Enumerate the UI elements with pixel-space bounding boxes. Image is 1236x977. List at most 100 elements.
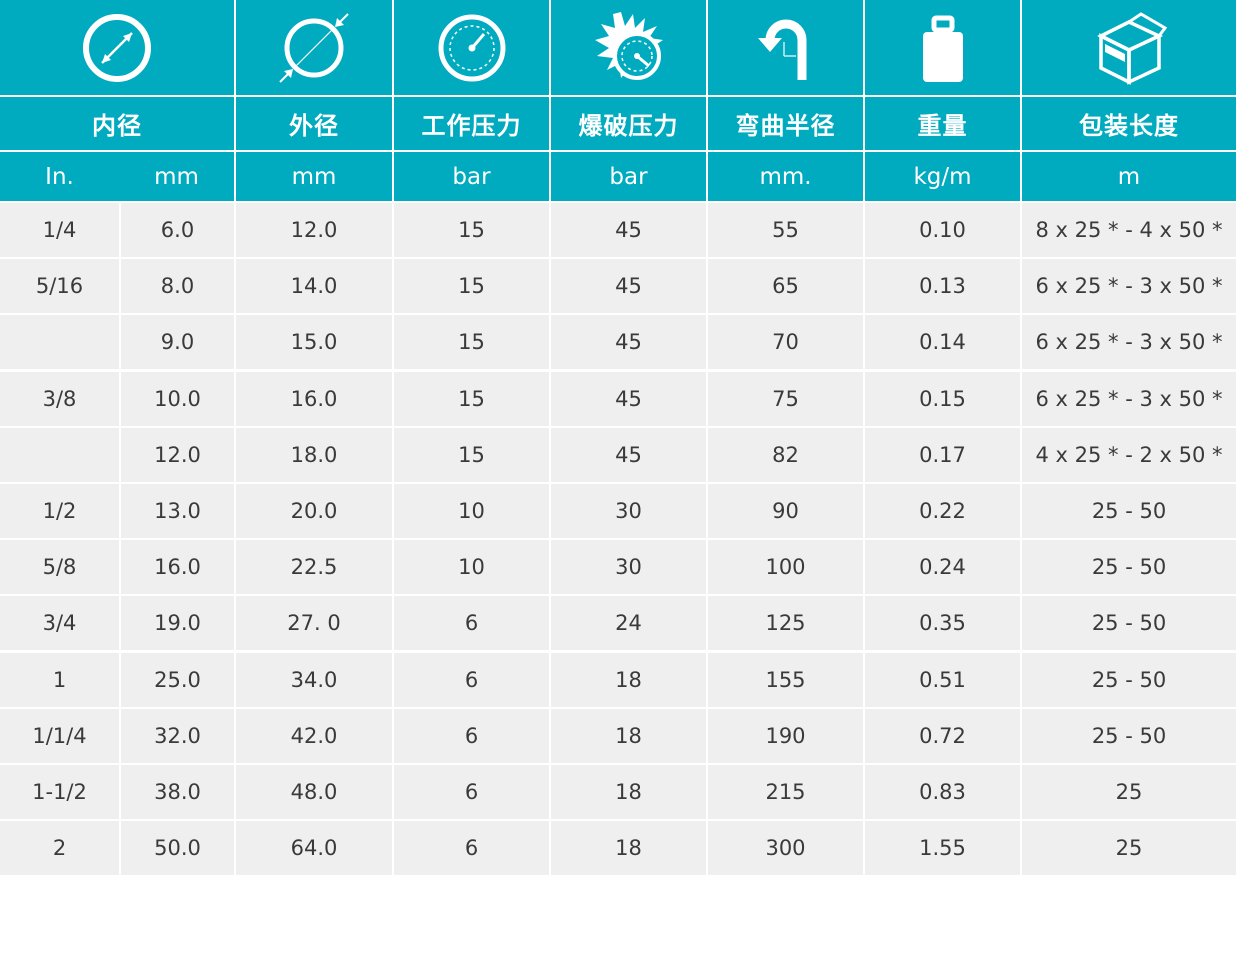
cell-value: 14.0 xyxy=(290,274,338,299)
package-length-cell: 6 x 25 * - 3 x 50 * xyxy=(1022,315,1236,370)
package-length-cell: 6 x 25 * - 3 x 50 * xyxy=(1022,371,1236,426)
cell-value: 5/16 xyxy=(35,274,84,299)
cell-value: 8 x 25 * - 4 x 50 * xyxy=(1035,218,1223,242)
icon-header-row xyxy=(0,0,1236,95)
table-row: 1/1/4 32.0 42.0 6 18 190 0.72 25 - 50 xyxy=(0,708,1236,763)
cell-value: 25 - 50 xyxy=(1091,555,1167,580)
package-length-cell: 25 - 50 xyxy=(1022,596,1236,651)
cell-value: 6 xyxy=(464,723,479,748)
weight-cell: 0.15 xyxy=(865,371,1020,426)
cell-value: 10.0 xyxy=(154,386,201,411)
burst-pressure-cell: 18 xyxy=(551,652,706,707)
burst-gauge-icon xyxy=(594,11,663,80)
weight-cell: 0.24 xyxy=(865,540,1020,595)
cell-value: 90 xyxy=(772,499,799,523)
cell-value: 45 xyxy=(615,442,642,467)
cell-value: 0.24 xyxy=(919,555,966,580)
burst-gauge-icon-cell xyxy=(551,0,706,95)
inner-diameter-icon-cell xyxy=(0,0,234,95)
burst-pressure-cell: 18 xyxy=(551,708,706,763)
cell-value: 25.0 xyxy=(154,667,201,692)
working-pressure-cell: 15 xyxy=(394,315,549,370)
inch-size-cell: 1-1/2 xyxy=(0,765,119,819)
cell-value: 1/2 xyxy=(42,499,77,523)
outer-mm-cell: 42.0 xyxy=(236,708,392,763)
burst-pressure-cell: 45 xyxy=(551,315,706,370)
cell-value: 15 xyxy=(458,218,485,242)
weight-cell: 0.83 xyxy=(865,765,1020,819)
outer-mm-cell: 14.0 xyxy=(236,259,392,314)
inner-diameter-icon xyxy=(83,13,151,82)
cell-value: 12.0 xyxy=(154,442,201,467)
cell-value: 4 x 25 * - 2 x 50 * xyxy=(1035,442,1223,467)
bend-radius-cell: 55 xyxy=(708,203,863,257)
weight-cell: 0.10 xyxy=(865,203,1020,257)
package-length-cell: 25 - 50 xyxy=(1022,484,1236,538)
inch-size-cell: 5/16 xyxy=(0,259,119,314)
cell-value: 15 xyxy=(458,386,485,411)
cell-value: 16.0 xyxy=(290,386,338,411)
table-row: 1-1/2 38.0 48.0 6 18 215 0.83 25 xyxy=(0,765,1236,819)
cell-value: 65 xyxy=(772,274,799,299)
cell-value: 15.0 xyxy=(290,330,338,355)
package-length-cell: 25 - 50 xyxy=(1022,540,1236,595)
outer-mm-cell: 15.0 xyxy=(236,315,392,370)
cell-value: 2 xyxy=(52,836,67,861)
bend-radius-cell: 75 xyxy=(708,371,863,426)
package-length-cell: 25 xyxy=(1022,765,1236,819)
table-row: 1 25.0 34.0 6 18 155 0.51 25 - 50 xyxy=(0,652,1236,707)
burst-pressure-cell: 45 xyxy=(551,371,706,426)
cell-value: 24 xyxy=(615,611,642,636)
cell-value: 5/8 xyxy=(42,555,77,580)
inner-mm-cell: 9.0 xyxy=(121,315,234,370)
burst-pressure-cell: 30 xyxy=(551,540,706,595)
bend-radius-cell: 300 xyxy=(708,821,863,876)
weight-cell: 0.13 xyxy=(865,259,1020,314)
working-pressure-cell: 6 xyxy=(394,708,549,763)
unit-row: In. mm mm bar bar mm. kg/m m xyxy=(0,152,1236,201)
burst-pressure-header: 爆破压力 xyxy=(551,97,706,150)
inner-mm-cell: 6.0 xyxy=(121,203,234,257)
weight-cell: 0.14 xyxy=(865,315,1020,370)
cell-value: 215 xyxy=(765,780,806,804)
bend-radius-header: 弯曲半径 xyxy=(708,97,863,150)
cell-value: 10 xyxy=(458,555,485,580)
cell-value: 12.0 xyxy=(290,218,338,242)
cell-value: 25 xyxy=(1115,836,1143,861)
cell-value: 50.0 xyxy=(154,836,201,861)
cell-value: 0.14 xyxy=(919,330,966,355)
burst-pressure-cell: 45 xyxy=(551,427,706,482)
cell-value: 0.17 xyxy=(919,442,966,467)
cell-value: 155 xyxy=(765,667,806,692)
outer-mm-cell: 48.0 xyxy=(236,765,392,819)
inch-size-cell: 1/4 xyxy=(0,203,119,257)
cell-value: 6 x 25 * - 3 x 50 * xyxy=(1035,386,1223,411)
weight-icon-cell xyxy=(865,0,1020,95)
unit-bend-mm: mm. xyxy=(708,152,863,201)
cell-value: 38.0 xyxy=(154,780,201,804)
bend-radius-cell: 215 xyxy=(708,765,863,819)
package-length-cell: 6 x 25 * - 3 x 50 * xyxy=(1022,259,1236,314)
package-length-cell: 25 xyxy=(1022,821,1236,876)
outer-mm-cell: 12.0 xyxy=(236,203,392,257)
inch-size-cell: 1/2 xyxy=(0,484,119,538)
cell-value: 125 xyxy=(765,611,806,636)
cell-value: 0.15 xyxy=(919,386,966,411)
unit-length: m xyxy=(1022,152,1236,201)
cell-value: 45 xyxy=(615,330,642,355)
weight-cell: 0.72 xyxy=(865,708,1020,763)
cell-value: 6 x 25 * - 3 x 50 * xyxy=(1035,274,1223,299)
cell-value: 0.35 xyxy=(919,611,966,636)
bend-radius-cell: 100 xyxy=(708,540,863,595)
working-pressure-header: 工作压力 xyxy=(394,97,549,150)
unit-outer-mm: mm xyxy=(236,152,392,201)
bend-radius-cell: 65 xyxy=(708,259,863,314)
working-pressure-cell: 15 xyxy=(394,259,549,314)
cell-value: 15 xyxy=(458,442,485,467)
cell-value: 25 xyxy=(1115,780,1143,804)
column-name-row: 内径 外径 工作压力 爆破压力 弯曲半径 重量 包装长度 xyxy=(0,97,1236,150)
package-length-cell: 25 - 50 xyxy=(1022,652,1236,707)
cell-value: 25 - 50 xyxy=(1091,499,1167,523)
burst-pressure-cell: 45 xyxy=(551,203,706,257)
weight-icon xyxy=(922,15,963,82)
